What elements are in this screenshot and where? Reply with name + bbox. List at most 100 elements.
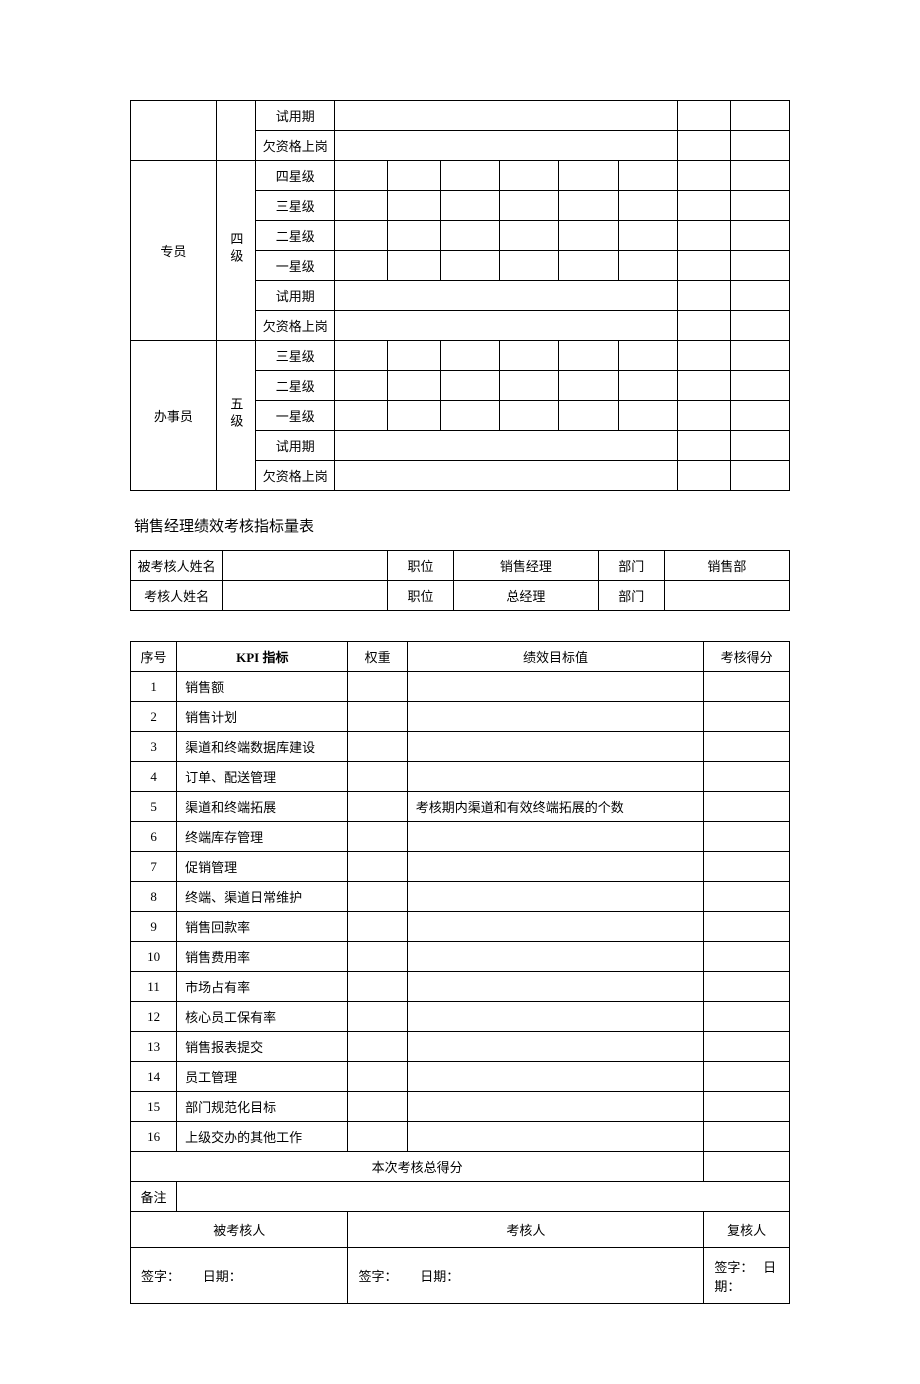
score-cell [704, 1062, 790, 1092]
target-cell [407, 732, 704, 762]
seq-cell: 1 [131, 672, 177, 702]
info-row: 考核人姓名 职位 总经理 部门 [131, 581, 790, 611]
grade-label: 试用期 [256, 431, 335, 461]
info-value: 销售部 [664, 551, 789, 581]
level-text: 四级 [226, 232, 245, 266]
seq-cell: 15 [131, 1092, 177, 1122]
weight-cell [348, 672, 407, 702]
grade-table: 试用期 欠资格上岗 专员 四级 四星级 三星级 二星级 一星级 试用期 欠资格上… [130, 100, 790, 491]
sign-label: 签字： [141, 1269, 180, 1284]
kpi-row: 5渠道和终端拓展考核期内渠道和有效终端拓展的个数 [131, 792, 790, 822]
grade-label: 一星级 [256, 251, 335, 281]
role-assessor: 考核人 [348, 1212, 704, 1248]
sign-cell: 签字： 日期： [704, 1248, 790, 1304]
score-cell [704, 822, 790, 852]
target-cell [407, 882, 704, 912]
target-cell [407, 672, 704, 702]
score-cell [704, 672, 790, 702]
kpi-row: 14员工管理 [131, 1062, 790, 1092]
total-value [704, 1152, 790, 1182]
grade-label: 三星级 [256, 191, 335, 221]
target-cell [407, 1062, 704, 1092]
kpi-header: 序号 KPI 指标 权重 绩效目标值 考核得分 [131, 642, 790, 672]
seq-cell: 3 [131, 732, 177, 762]
sign-cell: 签字： 日期： [131, 1248, 348, 1304]
grade-row: 办事员 五级 三星级 [131, 341, 790, 371]
seq-cell: 5 [131, 792, 177, 822]
seq-cell: 9 [131, 912, 177, 942]
kpi-cell: 终端库存管理 [177, 822, 348, 852]
role-cell: 办事员 [131, 341, 217, 491]
level-cell: 五级 [216, 341, 256, 491]
kpi-row: 9销售回款率 [131, 912, 790, 942]
weight-cell [348, 972, 407, 1002]
score-cell [704, 912, 790, 942]
seq-cell: 7 [131, 852, 177, 882]
assessee-info-table: 被考核人姓名 职位 销售经理 部门 销售部 考核人姓名 职位 总经理 部门 [130, 550, 790, 611]
total-label: 本次考核总得分 [131, 1152, 704, 1182]
weight-cell [348, 822, 407, 852]
weight-cell [348, 1002, 407, 1032]
target-cell [407, 1092, 704, 1122]
kpi-cell: 渠道和终端数据库建设 [177, 732, 348, 762]
kpi-cell: 核心员工保有率 [177, 1002, 348, 1032]
role-reviewer: 复核人 [704, 1212, 790, 1248]
info-value [223, 551, 388, 581]
grade-label: 三星级 [256, 341, 335, 371]
grade-label: 试用期 [256, 281, 335, 311]
target-cell [407, 822, 704, 852]
kpi-cell: 促销管理 [177, 852, 348, 882]
total-row: 本次考核总得分 [131, 1152, 790, 1182]
kpi-cell: 销售计划 [177, 702, 348, 732]
kpi-cell: 销售报表提交 [177, 1032, 348, 1062]
weight-cell [348, 882, 407, 912]
info-label: 职位 [388, 551, 454, 581]
weight-cell [348, 1062, 407, 1092]
seq-cell: 2 [131, 702, 177, 732]
col-seq: 序号 [131, 642, 177, 672]
kpi-row: 12核心员工保有率 [131, 1002, 790, 1032]
kpi-row: 10销售费用率 [131, 942, 790, 972]
target-cell [407, 1002, 704, 1032]
grade-row: 专员 四级 四星级 [131, 161, 790, 191]
score-cell [704, 942, 790, 972]
grade-label: 试用期 [256, 101, 335, 131]
target-cell [407, 702, 704, 732]
score-cell [704, 882, 790, 912]
seq-cell: 16 [131, 1122, 177, 1152]
info-label: 职位 [388, 581, 454, 611]
score-cell [704, 702, 790, 732]
role-cell: 专员 [131, 161, 217, 341]
kpi-cell: 渠道和终端拓展 [177, 792, 348, 822]
kpi-cell: 市场占有率 [177, 972, 348, 1002]
signature-row: 签字： 日期： 签字： 日期： 签字： 日期： [131, 1248, 790, 1304]
weight-cell [348, 702, 407, 732]
sign-cell: 签字： 日期： [348, 1248, 704, 1304]
kpi-cell: 上级交办的其他工作 [177, 1122, 348, 1152]
kpi-row: 7促销管理 [131, 852, 790, 882]
seq-cell: 6 [131, 822, 177, 852]
signer-role-row: 被考核人 考核人 复核人 [131, 1212, 790, 1248]
seq-cell: 11 [131, 972, 177, 1002]
kpi-cell: 员工管理 [177, 1062, 348, 1092]
kpi-row: 1销售额 [131, 672, 790, 702]
grade-label: 欠资格上岗 [256, 461, 335, 491]
score-cell [704, 732, 790, 762]
grade-label: 二星级 [256, 221, 335, 251]
kpi-row: 2销售计划 [131, 702, 790, 732]
grade-label: 欠资格上岗 [256, 131, 335, 161]
date-label: 日期： [420, 1269, 459, 1284]
seq-cell: 8 [131, 882, 177, 912]
sign-label: 签字： [358, 1269, 397, 1284]
target-cell [407, 972, 704, 1002]
col-score: 考核得分 [704, 642, 790, 672]
kpi-cell: 终端、渠道日常维护 [177, 882, 348, 912]
info-label: 被考核人姓名 [131, 551, 223, 581]
kpi-cell: 销售额 [177, 672, 348, 702]
grade-row: 试用期 [131, 101, 790, 131]
target-cell [407, 852, 704, 882]
level-cell: 四级 [216, 161, 256, 341]
seq-cell: 13 [131, 1032, 177, 1062]
score-cell [704, 1002, 790, 1032]
grade-label: 四星级 [256, 161, 335, 191]
